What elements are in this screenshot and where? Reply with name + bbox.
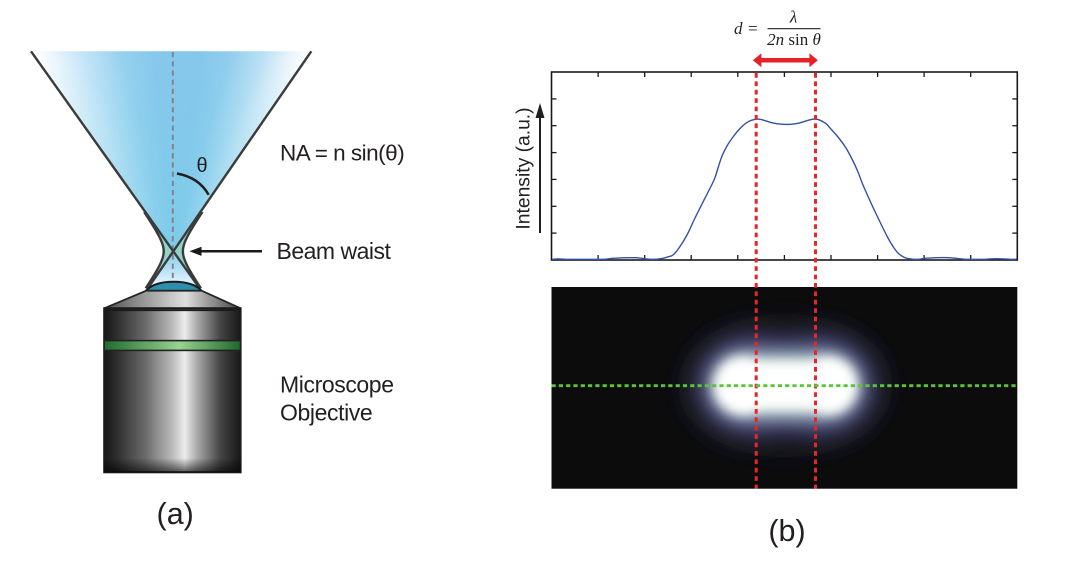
svg-text:2n sin θ: 2n sin θ <box>767 30 821 49</box>
svg-text:λ: λ <box>789 8 797 27</box>
svg-text:(b): (b) <box>768 514 805 548</box>
svg-text:(a): (a) <box>157 497 194 531</box>
svg-text:d: d <box>734 19 743 38</box>
svg-text:Intensity (a.u.): Intensity (a.u.) <box>513 107 534 229</box>
svg-text:=: = <box>748 19 758 38</box>
svg-text:Microscope: Microscope <box>280 372 394 398</box>
svg-text:NA = n sin(θ): NA = n sin(θ) <box>280 140 404 165</box>
svg-text:Beam waist: Beam waist <box>277 238 392 264</box>
svg-text:Objective: Objective <box>280 399 372 425</box>
svg-text:θ: θ <box>197 155 208 177</box>
